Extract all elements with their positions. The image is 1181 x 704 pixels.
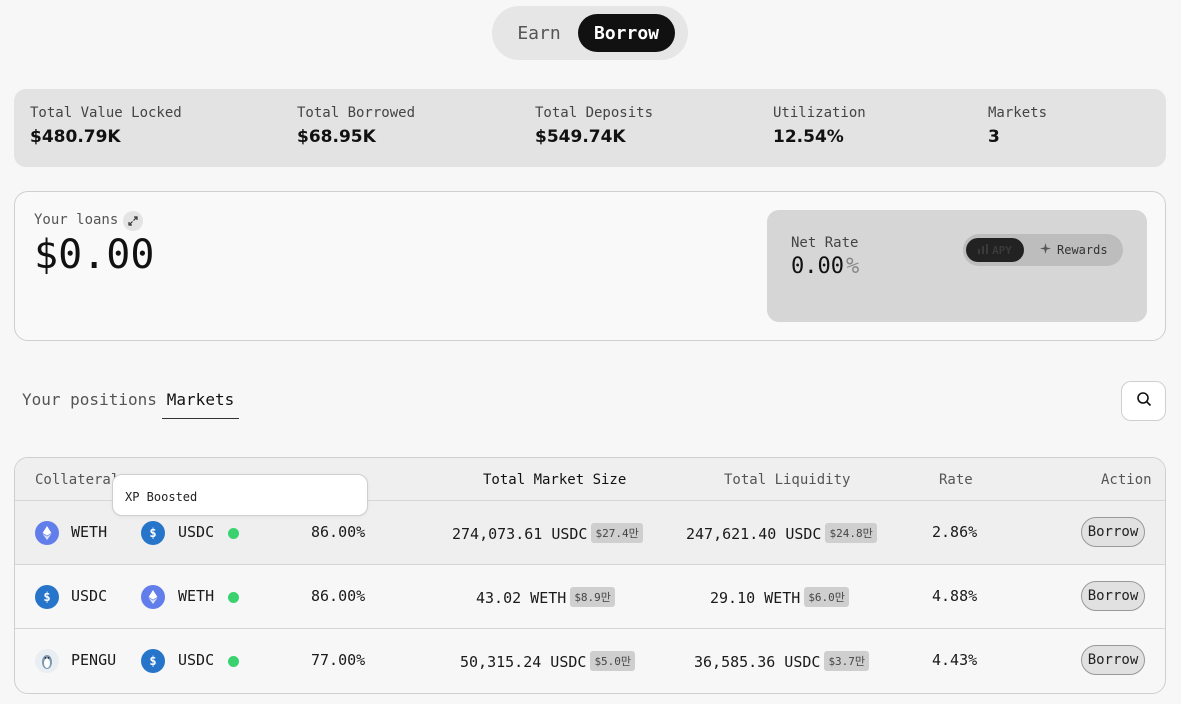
stat-total-deposits: Total Deposits $549.74K <box>535 105 653 147</box>
market-size-usd: $8.9만 <box>570 587 615 607</box>
liquidity: 29.10 WETH $6.0만 <box>710 587 849 607</box>
apy-toggle[interactable]: APY <box>966 238 1024 262</box>
rate-toggle: APY Rewards <box>963 234 1123 266</box>
stat-value: 3 <box>988 127 1000 147</box>
ltv: 77.00% <box>311 651 366 669</box>
header-total-market-size[interactable]: Total Market Size <box>483 472 627 488</box>
sparkle-icon <box>1040 243 1051 257</box>
market-size-amount: 50,315.24 USDC <box>460 653 587 671</box>
tab-markets[interactable]: Markets <box>166 390 235 409</box>
liquidity-amount: 247,621.40 USDC <box>686 525 822 543</box>
header-collateral: Collateral <box>35 472 120 488</box>
search-button[interactable] <box>1121 381 1166 421</box>
net-rate-value: 0.00% <box>791 254 859 279</box>
stat-tvl: Total Value Locked $480.79K <box>30 105 182 147</box>
liquidity-amount: 36,585.36 USDC <box>694 653 821 671</box>
mode-toggle: Earn Borrow <box>492 6 688 60</box>
stat-label: Total Value Locked <box>30 105 182 121</box>
stat-total-borrowed: Total Borrowed $68.95K <box>297 105 415 147</box>
rate: 4.88% <box>932 587 978 605</box>
net-rate-unit: % <box>845 254 860 279</box>
xp-boost-icon[interactable] <box>228 528 239 539</box>
borrow-button[interactable]: Borrow <box>1081 517 1145 547</box>
stat-value: 12.54% <box>773 127 844 147</box>
loan-token: WETH <box>178 587 215 605</box>
loans-label: Your loans <box>34 212 119 228</box>
usdc-icon: $ <box>141 521 165 545</box>
stat-label: Utilization <box>773 105 866 121</box>
market-size: 43.02 WETH $8.9만 <box>476 587 615 607</box>
liquidity-amount: 29.10 WETH <box>710 589 801 607</box>
ltv: 86.00% <box>311 523 366 541</box>
collateral-token: USDC <box>71 587 108 605</box>
loan-token: USDC <box>178 523 215 541</box>
rate: 2.86% <box>932 523 978 541</box>
xp-boost-icon[interactable] <box>228 656 239 667</box>
loans-value: $0.00 <box>34 232 155 278</box>
xp-boosted-tooltip: XP Boosted <box>112 474 368 516</box>
stat-utilization: Utilization 12.54% <box>773 105 866 147</box>
borrow-button[interactable]: Borrow <box>1081 645 1145 675</box>
stat-value: $549.74K <box>535 127 626 147</box>
stat-value: $480.79K <box>30 127 121 147</box>
apy-label: APY <box>992 243 1012 257</box>
collateral-token: PENGU <box>71 651 117 669</box>
header-rate[interactable]: Rate <box>939 472 973 488</box>
bar-chart-icon <box>978 243 989 257</box>
usdc-icon: $ <box>35 585 59 609</box>
xp-boost-icon[interactable] <box>228 592 239 603</box>
expand-icon[interactable] <box>123 211 143 231</box>
eth-icon <box>141 585 165 609</box>
stat-label: Total Deposits <box>535 105 654 121</box>
stat-label: Total Borrowed <box>297 105 416 121</box>
ltv: 86.00% <box>311 587 366 605</box>
market-size-amount: 274,073.61 USDC <box>452 525 588 543</box>
net-rate-number: 0.00 <box>791 254 844 279</box>
net-rate-box: Net Rate 0.00% APY Rewards <box>767 210 1147 322</box>
rate: 4.43% <box>932 651 978 669</box>
market-size: 50,315.24 USDC $5.0만 <box>460 651 636 671</box>
loan-token: USDC <box>178 651 215 669</box>
net-rate-label: Net Rate <box>791 235 859 251</box>
loans-card: Your loans $0.00 Net Rate 0.00% APY Rewa… <box>14 191 1166 341</box>
borrow-tab[interactable]: Borrow <box>578 14 675 52</box>
liquidity-usd: $6.0만 <box>804 587 849 607</box>
collateral-token: WETH <box>71 523 108 541</box>
liquidity: 36,585.36 USDC $3.7만 <box>694 651 870 671</box>
eth-icon <box>35 521 59 545</box>
market-size: 274,073.61 USDC $27.4만 <box>452 523 643 543</box>
tab-your-positions[interactable]: Your positions <box>22 390 157 409</box>
rewards-toggle[interactable]: Rewards <box>1040 243 1108 257</box>
header-total-liquidity[interactable]: Total Liquidity <box>724 472 851 488</box>
liquidity-usd: $24.8만 <box>825 523 877 543</box>
rewards-label: Rewards <box>1057 243 1108 257</box>
stat-markets: Markets 3 <box>988 105 1047 147</box>
table-row[interactable]: $ USDC WETH 86.00% 43.02 WETH $8.9만 29.10… <box>15 565 1165 629</box>
earn-tab[interactable]: Earn <box>517 22 561 44</box>
header-action: Action <box>1101 472 1152 488</box>
table-row[interactable]: PENGU $ USDC 77.00% 50,315.24 USDC $5.0만 … <box>15 629 1165 693</box>
market-size-usd: $27.4만 <box>591 523 643 543</box>
stat-value: $68.95K <box>297 127 376 147</box>
usdc-icon: $ <box>141 649 165 673</box>
search-icon <box>1136 391 1152 411</box>
market-size-amount: 43.02 WETH <box>476 589 567 607</box>
stats-bar: Total Value Locked $480.79K Total Borrow… <box>14 89 1166 167</box>
liquidity: 247,621.40 USDC $24.8만 <box>686 523 877 543</box>
penguin-icon <box>35 649 59 673</box>
liquidity-usd: $3.7만 <box>824 651 870 671</box>
market-size-usd: $5.0만 <box>590 651 636 671</box>
stat-label: Markets <box>988 105 1048 121</box>
active-tab-underline <box>162 418 239 419</box>
borrow-button[interactable]: Borrow <box>1081 581 1145 611</box>
